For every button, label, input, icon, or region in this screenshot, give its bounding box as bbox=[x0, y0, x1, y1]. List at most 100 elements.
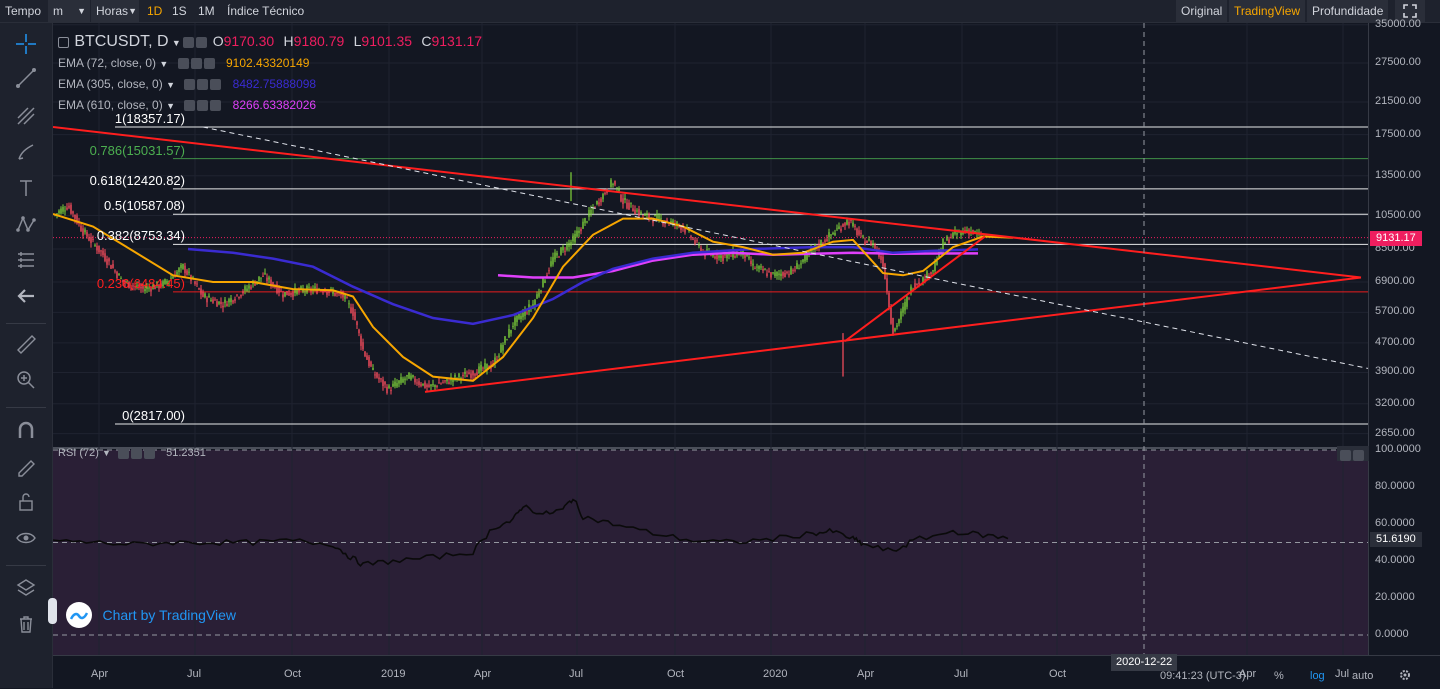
view-depth[interactable]: Profundidade bbox=[1307, 0, 1389, 22]
auto-toggle[interactable]: auto bbox=[1352, 670, 1374, 682]
candle-body bbox=[104, 253, 106, 262]
magnet-icon[interactable] bbox=[12, 419, 40, 447]
visibility-icon[interactable] bbox=[183, 37, 195, 49]
interval-1d[interactable]: 1D bbox=[147, 4, 163, 18]
zoom-in-icon[interactable] bbox=[12, 369, 40, 397]
chevron-down-icon[interactable]: ▼ bbox=[166, 101, 175, 111]
back-arrow-icon[interactable] bbox=[12, 285, 40, 313]
candle-body bbox=[868, 239, 870, 241]
close-icon[interactable] bbox=[210, 79, 222, 91]
symbol-label[interactable]: BTCUSDT, D bbox=[74, 33, 169, 50]
candle-body bbox=[634, 209, 636, 215]
trendline-icon[interactable] bbox=[12, 67, 40, 95]
maximize-icon[interactable] bbox=[1340, 450, 1351, 462]
candle-body bbox=[494, 357, 496, 364]
close-icon[interactable] bbox=[210, 100, 222, 112]
eye-icon[interactable] bbox=[12, 527, 40, 555]
candle-body bbox=[188, 271, 190, 273]
interval-hours-select[interactable]: Horas ▼ bbox=[91, 0, 139, 22]
lock-drawing-icon[interactable] bbox=[12, 455, 40, 483]
view-original[interactable]: Original bbox=[1176, 0, 1228, 22]
collapse-icon[interactable] bbox=[58, 37, 69, 49]
study-name[interactable]: EMA (610, close, 0) bbox=[58, 98, 163, 112]
candle-body bbox=[314, 286, 316, 289]
chevron-down-icon[interactable]: ▼ bbox=[166, 80, 175, 90]
candle-body bbox=[454, 374, 456, 378]
candle-body bbox=[384, 381, 386, 385]
rsi-name[interactable]: RSI (72) bbox=[58, 447, 99, 459]
candle-body bbox=[144, 289, 146, 292]
candle-body bbox=[160, 283, 162, 287]
settings-icon[interactable] bbox=[196, 37, 208, 49]
visibility-icon[interactable] bbox=[177, 58, 189, 70]
pattern-icon[interactable] bbox=[12, 213, 40, 241]
candle-body bbox=[910, 286, 912, 294]
study-name[interactable]: EMA (305, close, 0) bbox=[58, 77, 163, 91]
chevron-down-icon[interactable]: ▼ bbox=[102, 448, 111, 458]
trash-icon[interactable] bbox=[12, 613, 40, 641]
tradingview-watermark[interactable]: Chart by TradingView bbox=[66, 602, 236, 628]
chevron-down-icon[interactable]: ▼ bbox=[171, 38, 184, 48]
candle-body bbox=[452, 379, 454, 382]
candle-body bbox=[914, 283, 916, 289]
trendlines[interactable] bbox=[53, 126, 1368, 393]
interval-1m[interactable]: 1M bbox=[198, 4, 215, 18]
candle-body bbox=[368, 356, 370, 366]
brush-icon[interactable] bbox=[12, 141, 40, 169]
time-axis[interactable]: Apr Jul Oct 2019 Apr Jul Oct 2020 Apr Jul Oct Apr Ju… bbox=[53, 654, 1440, 689]
candle-body bbox=[856, 228, 858, 236]
candle-body bbox=[304, 291, 306, 293]
close-icon[interactable] bbox=[1353, 450, 1364, 462]
tempo-label[interactable]: Tempo bbox=[5, 4, 42, 18]
candle-body bbox=[466, 375, 468, 378]
fullscreen-icon[interactable] bbox=[1395, 0, 1425, 22]
candle-body bbox=[642, 215, 644, 217]
prediction-icon[interactable] bbox=[12, 249, 40, 277]
close-icon[interactable] bbox=[144, 447, 156, 459]
unlock-icon[interactable] bbox=[12, 491, 40, 519]
interval-1s[interactable]: 1S bbox=[172, 4, 187, 18]
settings-icon[interactable] bbox=[190, 58, 202, 70]
study-name[interactable]: EMA (72, close, 0) bbox=[58, 56, 157, 70]
percent-toggle[interactable]: % bbox=[1274, 670, 1284, 682]
candle-body bbox=[406, 375, 408, 377]
visibility-icon[interactable] bbox=[184, 79, 196, 91]
candle-body bbox=[128, 281, 130, 289]
fib-retracement[interactable] bbox=[53, 126, 1368, 425]
candle-body bbox=[800, 263, 802, 265]
candle-body bbox=[784, 272, 786, 278]
candle-body bbox=[602, 194, 604, 200]
gear-icon[interactable] bbox=[1398, 668, 1412, 687]
pitchfork-icon[interactable] bbox=[12, 105, 40, 133]
view-tradingview[interactable]: TradingView bbox=[1229, 0, 1306, 22]
visibility-icon[interactable] bbox=[118, 447, 130, 459]
price-axis[interactable]: 35000.00 27500.00 21500.00 17500.00 13500.00… bbox=[1337, 18, 1440, 655]
candle-body bbox=[694, 240, 696, 244]
candle-body bbox=[194, 281, 196, 285]
candle-body bbox=[656, 214, 658, 220]
candle-body bbox=[832, 232, 834, 234]
candle-body bbox=[960, 231, 962, 236]
ruler-icon[interactable] bbox=[12, 333, 40, 361]
visibility-icon[interactable] bbox=[184, 100, 196, 112]
close-icon[interactable] bbox=[203, 58, 215, 70]
chevron-down-icon[interactable]: ▼ bbox=[159, 59, 169, 69]
price-chart-canvas[interactable] bbox=[53, 23, 1368, 655]
candle-body bbox=[770, 272, 772, 278]
candle-body bbox=[148, 287, 150, 289]
settings-icon[interactable] bbox=[197, 79, 209, 91]
candle-body bbox=[400, 377, 402, 383]
interval-minute-select[interactable]: m ▼ bbox=[48, 0, 90, 22]
candle-body bbox=[768, 271, 770, 273]
technical-indicators-button[interactable]: Índice Técnico bbox=[227, 4, 305, 18]
candle-body bbox=[364, 351, 366, 357]
text-tool-icon[interactable] bbox=[12, 177, 40, 205]
layers-icon[interactable] bbox=[12, 577, 40, 605]
candle-body bbox=[132, 285, 134, 287]
log-toggle[interactable]: log bbox=[1310, 670, 1325, 682]
settings-icon[interactable] bbox=[197, 100, 209, 112]
candle-body bbox=[692, 238, 694, 240]
crosshair-icon[interactable] bbox=[12, 33, 40, 61]
settings-icon[interactable] bbox=[131, 447, 143, 459]
watermark-handle[interactable] bbox=[48, 598, 57, 624]
